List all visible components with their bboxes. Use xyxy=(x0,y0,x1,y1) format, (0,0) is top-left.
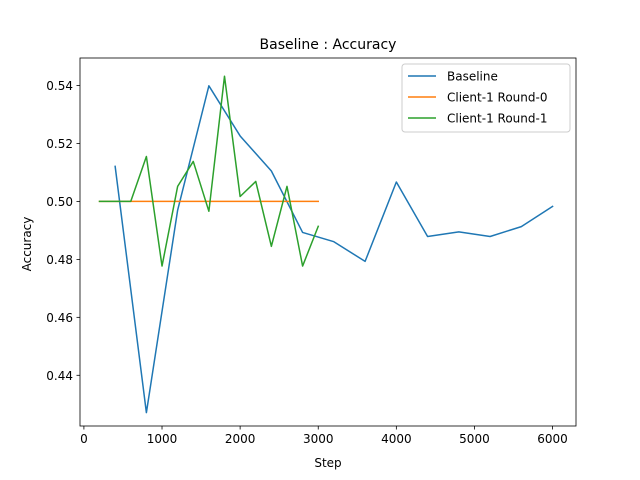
legend-label-3: Client-1 Round-1 xyxy=(447,112,547,126)
y-tick-label: 0.50 xyxy=(46,195,73,209)
legend-label-1: Baseline xyxy=(447,70,498,84)
y-axis-title: Accuracy xyxy=(20,217,34,272)
x-tick-label: 2000 xyxy=(225,432,256,446)
chart-title: Baseline : Accuracy xyxy=(260,37,397,53)
series-line-3 xyxy=(98,75,320,267)
y-tick-label: 0.44 xyxy=(46,369,73,383)
series-layer xyxy=(98,75,554,414)
legend: Baseline Client-1 Round-0 Client-1 Round-1 xyxy=(401,63,571,133)
legend-box xyxy=(401,63,571,133)
y-tick-label: 0.52 xyxy=(46,137,73,151)
x-tick-label: 6000 xyxy=(537,432,568,446)
x-tick-label: 3000 xyxy=(303,432,334,446)
x-axis-title: Step xyxy=(314,456,341,470)
x-tick-label: 0 xyxy=(80,432,88,446)
y-tick-label: 0.48 xyxy=(46,253,73,267)
y-tick-label: 0.46 xyxy=(46,311,73,325)
x-tick-label: 5000 xyxy=(459,432,490,446)
x-tick-label: 4000 xyxy=(381,432,412,446)
plot-frame xyxy=(79,57,577,427)
legend-label-2: Client-1 Round-0 xyxy=(447,91,547,105)
x-tick-label: 1000 xyxy=(147,432,178,446)
y-tick-label: 0.54 xyxy=(46,79,73,93)
axes-layer: 0 1000 2000 3000 4000 5000 6000 0.44 0.46 0.48 0.5… xyxy=(46,57,577,446)
